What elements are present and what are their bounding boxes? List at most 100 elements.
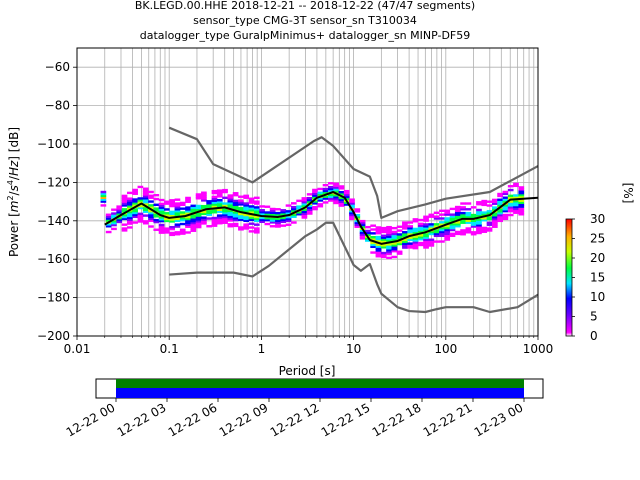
density-cell (222, 211, 228, 215)
density-cell (264, 222, 271, 226)
density-cell (465, 208, 472, 211)
density-cell (111, 220, 117, 223)
density-cell (206, 202, 213, 205)
density-cell (513, 196, 519, 199)
density-cell (423, 242, 429, 245)
density-cell (470, 219, 477, 222)
density-cell (396, 229, 403, 232)
density-cell (354, 223, 361, 227)
density-cell (275, 221, 281, 224)
density-cell (354, 215, 361, 219)
density-cell (126, 210, 133, 214)
density-cell (312, 194, 318, 197)
density-cell (158, 212, 165, 215)
density-cell (386, 225, 392, 229)
density-cell (179, 207, 186, 210)
density-cell (470, 215, 477, 219)
density-cell (253, 200, 260, 203)
density-cell (185, 212, 191, 215)
density-cell (513, 203, 519, 207)
density-cell (211, 195, 218, 199)
density-cell (439, 221, 445, 224)
density-cell (407, 227, 414, 230)
density-cell (296, 207, 302, 210)
density-cell (460, 213, 466, 217)
density-cell (417, 243, 424, 247)
density-cell (481, 213, 488, 216)
density-cell (116, 216, 123, 220)
density-cell (444, 209, 451, 212)
density-cell (502, 192, 509, 196)
density-cell (375, 239, 382, 243)
density-cell (132, 198, 138, 201)
density-cell (132, 211, 138, 215)
density-cell (185, 210, 191, 213)
density-cell (121, 217, 128, 221)
density-cell (428, 230, 435, 234)
density-cell (264, 213, 271, 216)
density-cell (227, 215, 234, 218)
density-cell (391, 232, 398, 236)
density-cell (169, 210, 175, 214)
density-cell (222, 219, 228, 223)
density-cell (253, 206, 260, 209)
density-cell (285, 217, 292, 221)
density-cell (100, 194, 107, 198)
density-cell (306, 196, 313, 200)
timeline-tick-label: 12-22 21 (421, 400, 475, 439)
density-cell (290, 202, 297, 205)
density-cell (190, 208, 197, 211)
density-cell (402, 227, 408, 230)
density-cell (216, 216, 223, 219)
density-cell (111, 216, 117, 219)
density-cell (169, 202, 175, 206)
density-cell (227, 196, 234, 199)
density-cell (190, 219, 197, 223)
density-cell (507, 206, 514, 209)
density-cell (185, 217, 191, 221)
density-cell (497, 194, 503, 198)
density-cell (121, 202, 128, 205)
density-cell (211, 203, 218, 206)
density-cell (444, 234, 451, 237)
density-cell (444, 230, 451, 234)
density-cell (423, 246, 429, 249)
density-cell (169, 204, 175, 208)
density-cell (211, 205, 218, 208)
density-cell (169, 199, 175, 202)
density-cell (142, 200, 149, 204)
density-cell (402, 246, 408, 249)
density-cell (100, 204, 107, 207)
density-cell (211, 197, 218, 201)
density-cell (502, 217, 509, 221)
density-cell (417, 224, 424, 227)
density-cell (338, 200, 345, 203)
x-tick-label: 1 (258, 342, 266, 356)
density-cell (253, 208, 260, 211)
density-cell (179, 211, 186, 214)
density-cell (343, 193, 350, 197)
density-cell (412, 246, 419, 250)
density-cell (460, 202, 466, 205)
density-cell (153, 213, 160, 216)
colorbar-tick-label: 25 (590, 232, 605, 246)
density-cell (312, 192, 318, 195)
density-cell (322, 195, 329, 198)
density-cell (216, 193, 223, 196)
density-cell (158, 225, 165, 229)
density-cell (290, 207, 297, 211)
density-cell (396, 225, 403, 228)
density-cell (227, 200, 234, 203)
density-cell (396, 240, 403, 244)
density-cell (227, 223, 234, 226)
density-cell (238, 207, 244, 210)
density-cell (216, 210, 223, 213)
density-cell (502, 190, 509, 194)
density-cell (497, 192, 503, 196)
density-cell (476, 214, 482, 217)
density-cell (164, 208, 170, 211)
density-cell (365, 233, 371, 237)
density-cell (227, 219, 234, 222)
density-cell (449, 219, 456, 222)
density-cell (190, 206, 197, 209)
